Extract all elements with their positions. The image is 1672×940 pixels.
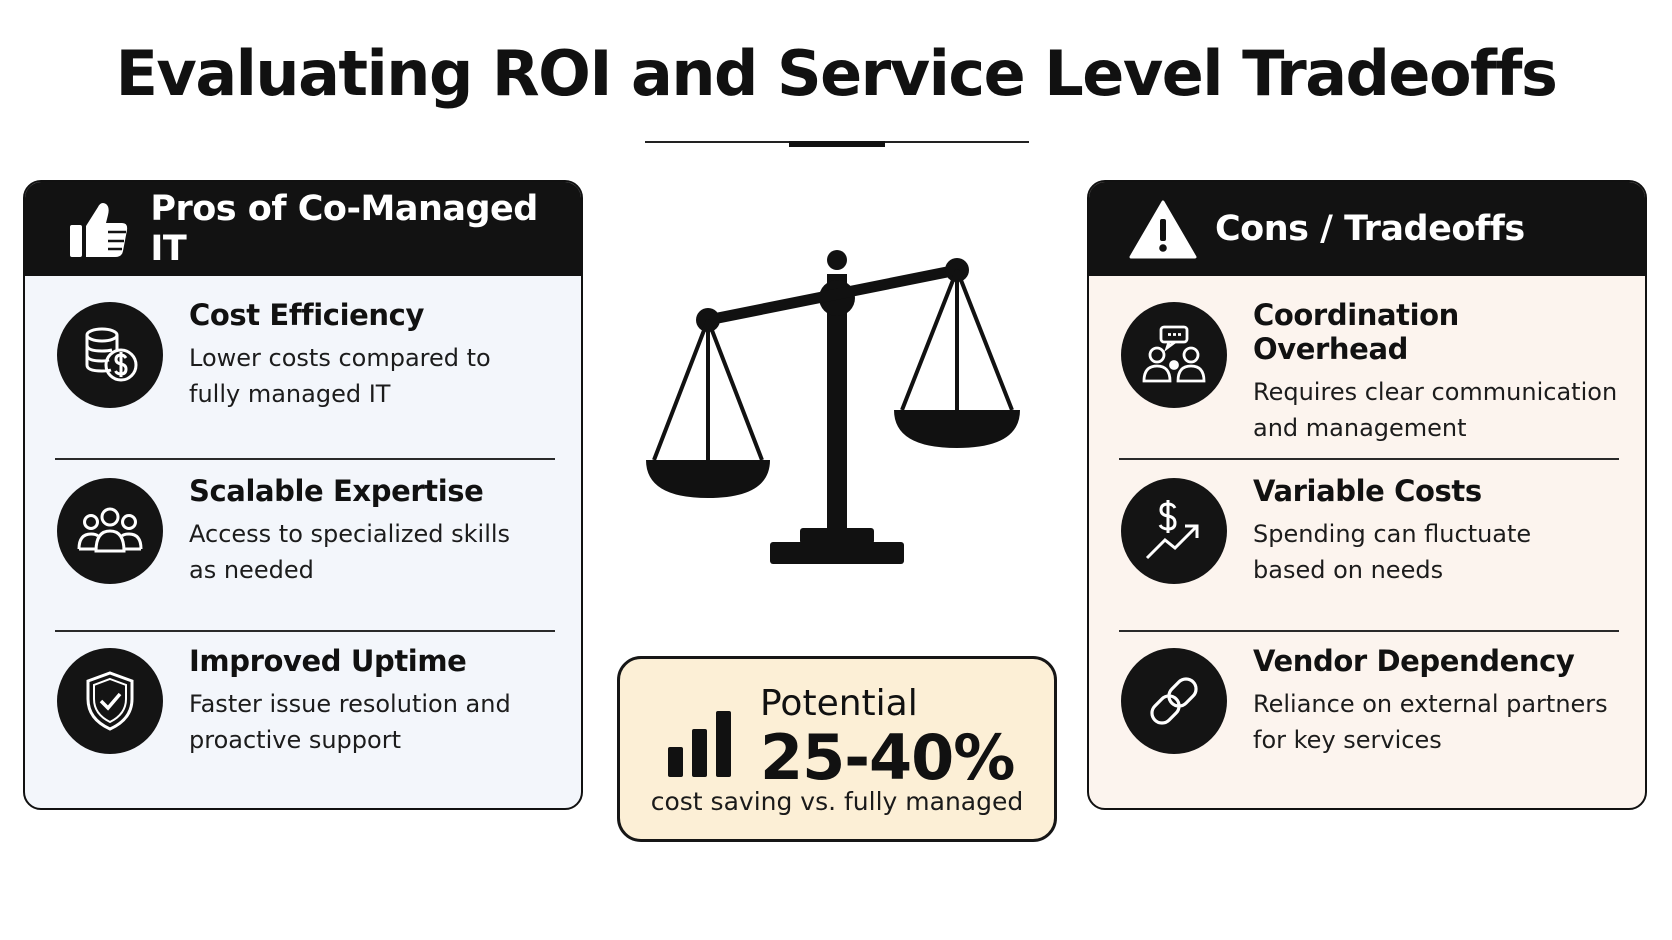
stat-value: 25-40% — [760, 721, 1015, 794]
divider — [55, 458, 555, 460]
item-desc-line2: based on needs — [1253, 556, 1444, 584]
stat-label: Potential — [760, 683, 918, 724]
dollar-trend-icon — [1121, 478, 1227, 584]
item-desc-line1: Access to specialized skills — [189, 520, 511, 548]
item-desc-line2: fully managed IT — [189, 380, 391, 408]
bar-chart-icon — [668, 709, 734, 781]
thumbs-up-icon — [65, 197, 132, 261]
page-title: Evaluating ROI and Service Level Tradeof… — [115, 37, 1558, 110]
balance-scale-icon — [646, 250, 1020, 564]
pros-card: Pros of Co-Managed IT Cost Efficiency Lo… — [23, 180, 583, 810]
item-desc-line2: for key services — [1253, 726, 1442, 754]
stat-caption: cost saving vs. fully managed — [650, 787, 1024, 816]
shield-check-icon — [57, 648, 163, 754]
cons-header: Cons / Tradeoffs — [1089, 182, 1645, 276]
team-icon — [57, 478, 163, 584]
cons-item-coordination-overhead: Coordination Overhead Requires clear com… — [1119, 282, 1619, 442]
item-desc-line1: Reliance on external partners — [1253, 690, 1608, 718]
cons-item-vendor-dependency: Vendor Dependency Reliance on external p… — [1119, 628, 1619, 778]
item-title: Vendor Dependency — [1253, 644, 1575, 678]
pros-item-improved-uptime: Improved Uptime Faster issue resolution … — [55, 628, 555, 778]
savings-stat-box: Potential 25-40% cost saving vs. fully m… — [617, 656, 1057, 842]
item-desc-line1: Faster issue resolution and — [189, 690, 511, 718]
cons-header-title: Cons / Tradeoffs — [1215, 209, 1525, 249]
divider — [1119, 458, 1619, 460]
item-desc-line1: Requires clear communication — [1253, 378, 1618, 406]
item-desc-line1: Lower costs compared to — [189, 344, 491, 372]
item-desc-line2: and management — [1253, 414, 1467, 442]
cons-card: Cons / Tradeoffs Coordination Overhead R… — [1087, 180, 1647, 810]
coins-dollar-icon — [57, 302, 163, 408]
item-title: Cost Efficiency — [189, 298, 424, 332]
divider — [1119, 630, 1619, 632]
cons-item-variable-costs: Variable Costs Spending can fluctuate ba… — [1119, 458, 1619, 608]
item-desc-line2: as needed — [189, 556, 314, 584]
title-underline-accent — [789, 141, 885, 147]
divider — [55, 630, 555, 632]
warning-icon — [1129, 197, 1197, 261]
link-icon — [1121, 648, 1227, 754]
pros-header-title: Pros of Co-Managed IT — [150, 189, 538, 269]
pros-item-scalable-expertise: Scalable Expertise Access to specialized… — [55, 458, 555, 608]
pros-item-cost-efficiency: Cost Efficiency Lower costs compared to … — [55, 282, 555, 432]
item-desc-line1: Spending can fluctuate — [1253, 520, 1532, 548]
item-title: Variable Costs — [1253, 474, 1482, 508]
pros-header: Pros of Co-Managed IT — [25, 182, 581, 276]
item-title: Coordination Overhead — [1253, 298, 1459, 366]
item-title: Scalable Expertise — [189, 474, 484, 508]
people-chat-icon — [1121, 302, 1227, 408]
item-desc-line2: proactive support — [189, 726, 401, 754]
item-title: Improved Uptime — [189, 644, 467, 678]
